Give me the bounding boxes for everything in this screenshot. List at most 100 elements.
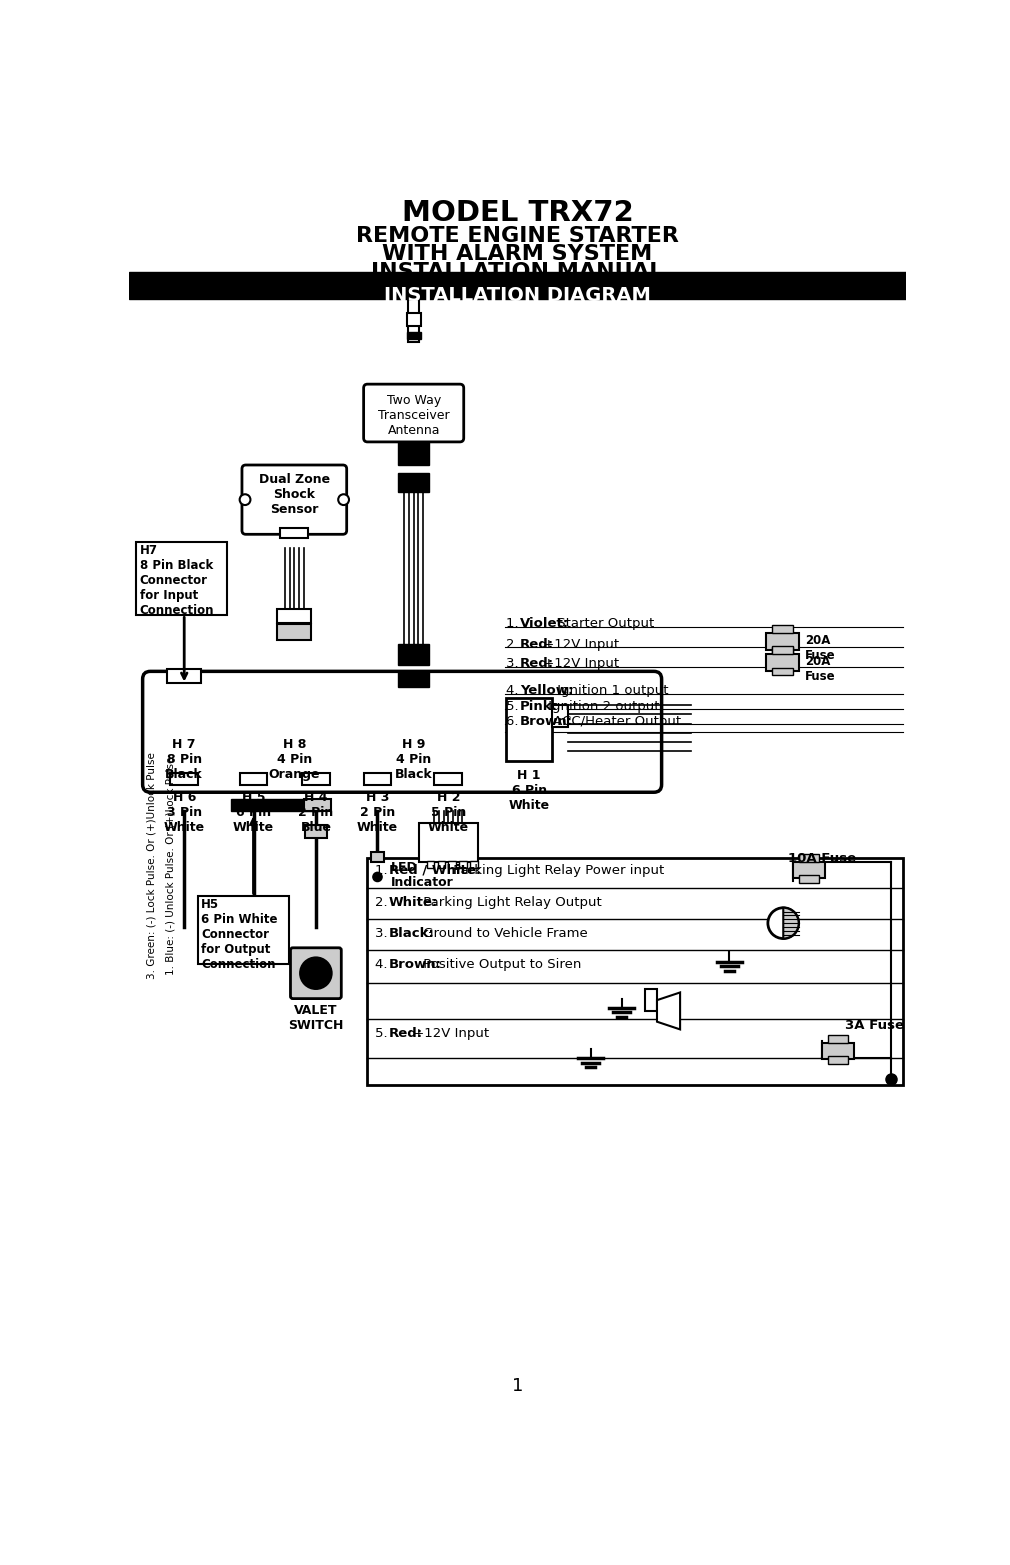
- Text: INSTALLATION MANUAL: INSTALLATION MANUAL: [372, 263, 664, 283]
- FancyBboxPatch shape: [364, 383, 464, 441]
- Text: 3A Fuse: 3A Fuse: [845, 1019, 904, 1033]
- Text: Red:: Red:: [520, 657, 554, 670]
- Text: INSTALLATION DIAGRAM: INSTALLATION DIAGRAM: [384, 285, 651, 305]
- Bar: [408, 291, 419, 341]
- Text: Violet:: Violet:: [520, 618, 569, 631]
- Text: Pink:: Pink:: [520, 700, 558, 712]
- Text: 5.: 5.: [375, 1027, 392, 1041]
- Text: Parking Light Relay Power input: Parking Light Relay Power input: [449, 864, 665, 876]
- Bar: [822, 1042, 854, 1060]
- Bar: [239, 773, 268, 784]
- Text: 20A
Fuse: 20A Fuse: [805, 656, 835, 684]
- Bar: [552, 706, 568, 726]
- Text: 10A Fuse: 10A Fuse: [788, 851, 855, 864]
- Text: Ground to Vehicle Frame: Ground to Vehicle Frame: [419, 926, 588, 941]
- Bar: [368, 858, 903, 1085]
- Text: 2.: 2.: [506, 639, 523, 651]
- Text: REMOTE ENGINE STARTER: REMOTE ENGINE STARTER: [357, 227, 679, 246]
- Text: 3.: 3.: [506, 657, 523, 670]
- Text: H5
6 Pin White
Connector
for Output
Connection: H5 6 Pin White Connector for Output Conn…: [201, 898, 278, 970]
- Bar: [168, 670, 201, 682]
- Text: +12V Input: +12V Input: [539, 639, 619, 651]
- Text: 3. Green: (-) Lock Pulse. Or (+)Unlock Pulse: 3. Green: (-) Lock Pulse. Or (+)Unlock P…: [146, 751, 157, 978]
- Bar: [372, 851, 384, 862]
- FancyBboxPatch shape: [198, 897, 289, 964]
- Bar: [231, 800, 320, 812]
- Text: 2.: 2.: [375, 897, 392, 909]
- Text: H7
8 Pin Black
Connector
for Input
Connection: H7 8 Pin Black Connector for Input Conne…: [139, 543, 214, 617]
- Text: Dual Zone
Shock
Sensor: Dual Zone Shock Sensor: [259, 473, 330, 516]
- Bar: [437, 861, 445, 869]
- Text: Yellow:: Yellow:: [520, 684, 574, 698]
- Bar: [773, 646, 793, 654]
- Text: 6.: 6.: [506, 715, 523, 728]
- Bar: [398, 671, 429, 687]
- Polygon shape: [656, 992, 680, 1030]
- Text: Black:: Black:: [389, 926, 435, 941]
- Text: Positive Output to Siren: Positive Output to Siren: [419, 958, 582, 970]
- Bar: [828, 1034, 848, 1042]
- Bar: [448, 861, 457, 869]
- Bar: [304, 800, 331, 812]
- Bar: [773, 646, 793, 654]
- Bar: [506, 698, 552, 762]
- Text: Red:: Red:: [389, 1027, 423, 1041]
- Bar: [773, 668, 793, 675]
- Text: Brown:: Brown:: [520, 715, 573, 728]
- Bar: [305, 825, 326, 839]
- Text: MODEL TRX72: MODEL TRX72: [402, 199, 633, 227]
- Text: WITH ALARM SYSTEM: WITH ALARM SYSTEM: [383, 244, 652, 264]
- Circle shape: [768, 908, 799, 939]
- Bar: [773, 624, 793, 632]
- Bar: [767, 654, 799, 670]
- Text: H 7
8 Pin
Black: H 7 8 Pin Black: [166, 739, 203, 781]
- Text: 1. Blue: (-) Unlock Pulse. Or (+)Lock Pulse: 1. Blue: (-) Unlock Pulse. Or (+)Lock Pu…: [166, 756, 176, 975]
- Circle shape: [301, 958, 331, 989]
- Text: VALET
SWITCH: VALET SWITCH: [288, 1005, 343, 1031]
- Bar: [828, 1056, 848, 1064]
- Bar: [281, 527, 308, 538]
- Text: +12V Input: +12V Input: [539, 657, 619, 670]
- Text: White:: White:: [389, 897, 438, 909]
- Bar: [364, 773, 391, 784]
- Text: H 4
2 Pin
Blue: H 4 2 Pin Blue: [298, 790, 333, 834]
- Text: 1: 1: [512, 1377, 523, 1396]
- Wedge shape: [784, 908, 799, 939]
- Circle shape: [239, 495, 250, 505]
- Bar: [407, 332, 420, 340]
- Text: 5.: 5.: [506, 700, 523, 712]
- Bar: [799, 854, 819, 862]
- Bar: [129, 272, 907, 299]
- FancyBboxPatch shape: [142, 671, 662, 792]
- Bar: [434, 773, 463, 784]
- Text: Red / White:: Red / White:: [389, 864, 481, 876]
- Text: H 3
2 Pin
White: H 3 2 Pin White: [357, 790, 398, 834]
- Text: 4.: 4.: [375, 958, 392, 970]
- Text: H 8
4 Pin
Orange: H 8 4 Pin Orange: [269, 739, 320, 781]
- Bar: [407, 313, 420, 327]
- Text: +12V Input: +12V Input: [409, 1027, 489, 1041]
- Text: LED
Indicator: LED Indicator: [391, 861, 454, 889]
- Text: H 6
3 Pin
White: H 6 3 Pin White: [164, 790, 205, 834]
- Bar: [644, 989, 656, 1011]
- Bar: [398, 441, 429, 465]
- Text: H 2
5 Pin
White: H 2 5 Pin White: [428, 790, 469, 834]
- Bar: [793, 862, 825, 878]
- FancyBboxPatch shape: [291, 948, 341, 998]
- Text: 3.: 3.: [375, 926, 392, 941]
- Bar: [398, 643, 429, 665]
- Bar: [278, 624, 311, 640]
- Text: Two Way
Transceiver
Antenna: Two Way Transceiver Antenna: [378, 394, 449, 437]
- Text: H 9
4 Pin
Black: H 9 4 Pin Black: [395, 739, 432, 781]
- Bar: [427, 861, 434, 869]
- Bar: [419, 823, 478, 862]
- Text: Brown:: Brown:: [389, 958, 442, 970]
- Text: Starter Output: Starter Output: [553, 618, 654, 631]
- Bar: [799, 875, 819, 883]
- Text: Ignition 2 output: Ignition 2 output: [543, 700, 660, 712]
- Text: 1.: 1.: [506, 618, 523, 631]
- Bar: [278, 609, 311, 623]
- Text: ACC/Heater Output: ACC/Heater Output: [548, 715, 681, 728]
- Bar: [767, 632, 799, 649]
- Text: Red:: Red:: [520, 639, 554, 651]
